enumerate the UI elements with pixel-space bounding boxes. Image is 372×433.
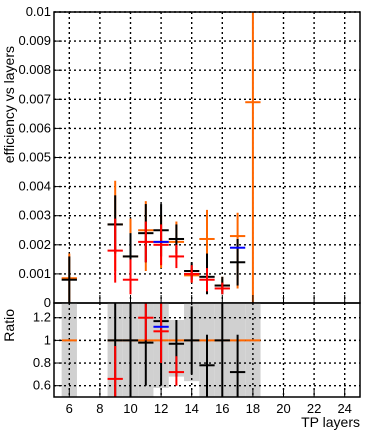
ratio-frame [53,302,361,398]
top-y-tick-label: 0.003 [18,208,51,223]
top-y-tick-label: 0.008 [18,62,51,77]
ratio-panel-y-axis-label: Ratio [1,309,17,342]
ratio-panel-axes: 0.6 0.8 1 1.2 6 8 10 12 14 16 18 20 22 24 [33,302,361,416]
ratio-y-tick-label: 1 [44,332,51,347]
top-y-tick-label: 0.006 [18,120,51,135]
x-axis-label: TP layers [301,414,360,430]
ratio-panel-data [61,303,261,397]
top-y-tick-label: 0.004 [18,179,51,194]
x-tick-label: 8 [96,401,103,416]
top-panel-y-axis-label: efficiency vs layers [1,46,17,163]
top-y-tick-label: 0.007 [18,91,51,106]
x-tick-label: 16 [215,401,229,416]
top-y-tick-label: 0.005 [18,150,51,165]
x-tick-label: 20 [276,401,290,416]
x-tick-label: 10 [123,401,137,416]
x-tick-label: 24 [337,401,351,416]
x-tick-label: 6 [66,401,73,416]
top-y-tick-label: 0 [44,295,51,310]
top-y-tick-label: 0.01 [26,4,51,19]
top-y-tick-label: 0.009 [18,33,51,48]
ratio-y-tick-label: 0.8 [33,355,51,370]
x-tick-label: 12 [154,401,168,416]
x-tick-label: 18 [246,401,260,416]
ratio-y-tick-label: 1.2 [33,310,51,325]
top-panel-data [61,12,261,303]
ratio-y-tick-label: 0.6 [33,378,51,393]
top-y-tick-label: 0.002 [18,237,51,252]
x-tick-label: 22 [307,401,321,416]
top-y-tick-label: 0.001 [18,266,51,281]
x-tick-label: 14 [184,401,198,416]
